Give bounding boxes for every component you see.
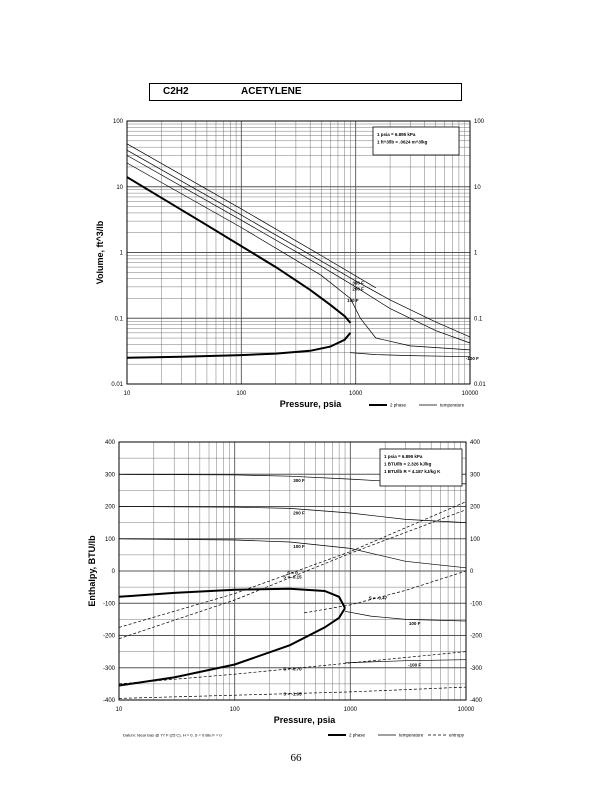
conversion-note: 1 BTU/lb = 2.326 kJ/kg [384, 462, 432, 467]
isotherm-line [118, 538, 467, 569]
entropy-line-label: S = 0 [287, 571, 298, 576]
entropy-line-label: S = -0.15 [283, 575, 302, 580]
y-tick-label-right: 1 [474, 251, 478, 257]
legend-label: 2 phase [349, 733, 366, 738]
y-tick-label-right: -400 [470, 698, 483, 704]
legend: 2 phase temperature [369, 403, 465, 408]
isotherm-line [126, 162, 471, 351]
plot-frame [126, 120, 471, 385]
legend-label: 2 phase [390, 403, 407, 408]
entropy-line-label: S = -0.70 [283, 667, 302, 672]
entropy-line [118, 651, 467, 685]
entropy-line-label: S = -0.47 [369, 596, 388, 601]
isotherm-label: 300 F [293, 478, 305, 483]
isotherm-label: 100 F [347, 298, 359, 303]
isotherm-label: 100 F [409, 621, 421, 626]
x-axis-title: Pressure, psia [274, 715, 337, 725]
y-tick-label-right: 100 [474, 119, 485, 125]
y-tick-label-left: -100 [103, 601, 116, 607]
x-tick-label: 10 [116, 707, 123, 713]
conversion-note: 1 psia = 6.895 kPa [377, 132, 416, 137]
entropy-line [118, 686, 467, 699]
y-tick-label-left: 10 [116, 185, 123, 191]
saturation-vapor-curve [118, 587, 346, 609]
x-tick-label: 10000 [462, 391, 479, 397]
x-tick-label: 100 [236, 391, 247, 397]
y-tick-label-left: 0.01 [111, 382, 123, 388]
x-tick-label: 10000 [458, 707, 475, 713]
page-number: 66 [290, 752, 302, 764]
y-axis-title: Enthalpy, BTU/lb [87, 535, 97, 607]
y-tick-label-left: 200 [105, 505, 116, 511]
conversion-note-frame [372, 126, 460, 156]
datum-footnote: Datum: Ideal Gas @ 77 F (25 C), H = 0, S… [123, 733, 222, 738]
conversion-note: 1 BTU/lb R = 4.187 kJ/kg K [384, 469, 441, 474]
y-tick-label-right: 100 [470, 537, 481, 543]
isotherm-line [126, 155, 471, 344]
y-tick-label-left: 0 [112, 569, 116, 575]
legend-label: temperature [399, 733, 424, 738]
isotherm-label: -100 F [408, 663, 421, 668]
y-tick-label-left: -300 [103, 666, 116, 672]
y-tick-label-left: 1 [120, 251, 124, 257]
isotherm-label: 200 F [293, 510, 305, 515]
conversion-note-box: 1 psia = 6.895 kPa 1 ft^3/lb = .0624 m^3/… [372, 126, 460, 156]
isotherm-label: 300 F [352, 280, 364, 285]
y-axis-title: Volume, ft^3/lb [95, 220, 105, 284]
saturation-vapor-curve [126, 176, 352, 324]
y-tick-label-right: 0.1 [474, 316, 483, 322]
isotherm-line [118, 506, 467, 523]
isotherm-line [350, 352, 471, 358]
saturation-liquid-curve [126, 332, 352, 359]
x-tick-label: 100 [230, 707, 241, 713]
grid-lines [126, 121, 470, 385]
y-tick-label-left: -200 [103, 634, 116, 640]
y-tick-label-right: -200 [470, 634, 483, 640]
compound-formula: C2H2 [163, 86, 189, 97]
y-tick-label-right: 0.01 [474, 382, 486, 388]
y-tick-label-right: -100 [470, 601, 483, 607]
isotherm-line [126, 149, 471, 338]
compound-name: ACETYLENE [241, 86, 302, 97]
conversion-note: 1 psia = 6.895 kPa [384, 454, 423, 459]
legend: 2 phase temperature entropy [328, 733, 465, 738]
y-tick-label-right: 10 [474, 185, 481, 191]
x-tick-label: 1000 [349, 391, 363, 397]
y-tick-label-left: 100 [113, 119, 124, 125]
conversion-note: 1 ft^3/lb = .0624 m^3/kg [377, 140, 428, 145]
entropy-line-label: S = -1.05 [283, 692, 302, 697]
x-tick-label: 1000 [344, 707, 358, 713]
y-tick-label-right: -300 [470, 666, 483, 672]
isotherm-line [126, 143, 376, 289]
conversion-note-box: 1 psia = 6.895 kPa 1 BTU/lb = 2.326 kJ/kg… [379, 448, 463, 487]
compound-title-box: C2H2 ACETYLENE [149, 83, 462, 101]
isotherm-label: 200 F [352, 286, 364, 291]
isotherm-line [344, 659, 467, 664]
legend-label: entropy [449, 733, 465, 738]
y-tick-label-left: 100 [105, 537, 116, 543]
y-tick-label-right: 0 [470, 569, 474, 575]
isotherm-label: -100 F [466, 356, 479, 361]
entropy-line [118, 501, 467, 628]
y-tick-label-right: 200 [470, 505, 481, 511]
y-tick-label-left: -400 [103, 698, 116, 704]
y-tick-label-left: 0.1 [115, 316, 124, 322]
isotherm-line [344, 610, 467, 622]
legend-label: temperature [440, 403, 465, 408]
y-tick-label-right: 300 [470, 472, 481, 478]
y-tick-label-left: 300 [105, 472, 116, 478]
y-tick-label-right: 400 [470, 440, 481, 446]
x-axis-title: Pressure, psia [280, 399, 343, 409]
conversion-note-frame [379, 448, 463, 487]
entropy-line [304, 570, 467, 614]
y-tick-label-left: 400 [105, 440, 116, 446]
isotherm-label: 100 F [293, 544, 305, 549]
saturation-liquid-curve [118, 607, 346, 687]
x-tick-label: 10 [124, 391, 131, 397]
entropy-line [118, 509, 467, 640]
